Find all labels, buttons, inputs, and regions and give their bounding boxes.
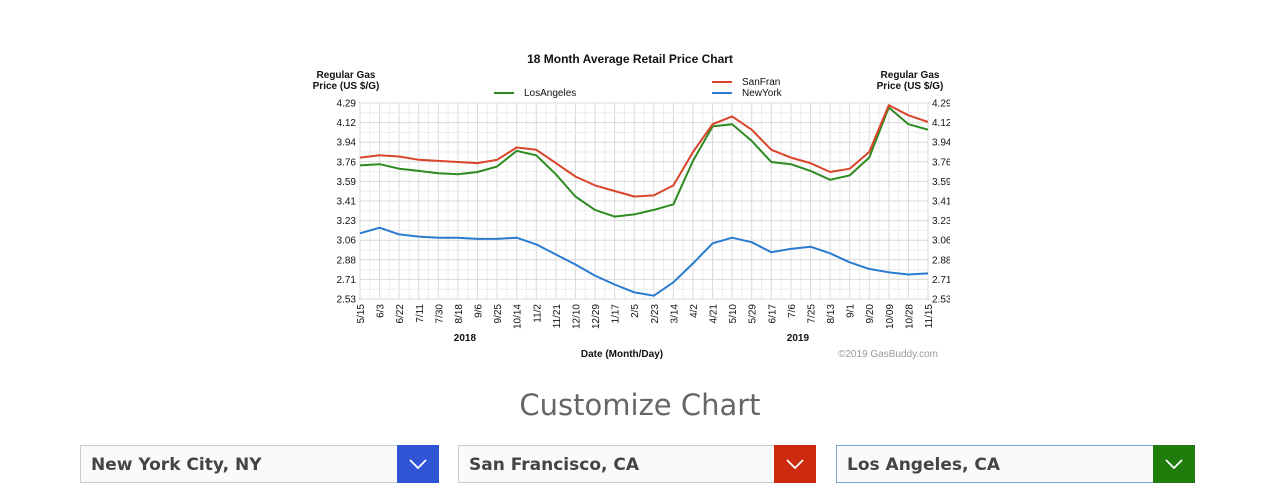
legend-entry: SanFran bbox=[742, 77, 780, 88]
x-tick-label: 12/29 bbox=[591, 304, 602, 329]
x-tick-label: 6/3 bbox=[376, 304, 387, 318]
x-tick-label: 9/20 bbox=[865, 304, 876, 324]
x-tick-label: 11/21 bbox=[552, 304, 563, 329]
price-chart-svg: 18 Month Average Retail Price Chart Regu… bbox=[313, 52, 950, 360]
y-tick-label: 3.06 bbox=[337, 236, 357, 247]
dropdown-button[interactable] bbox=[1153, 445, 1195, 483]
x-tick-label: 5/15 bbox=[356, 304, 367, 324]
y-tick-label: 3.59 bbox=[337, 177, 357, 188]
y-tick-label: 3.41 bbox=[337, 197, 357, 208]
x-tick-label: 1/17 bbox=[611, 304, 622, 324]
x-tick-label: 2/23 bbox=[650, 304, 661, 324]
y-tick-label: 3.94 bbox=[337, 138, 357, 149]
y-tick-label: 2.53 bbox=[932, 295, 950, 306]
series-line-sanfran bbox=[359, 104, 929, 198]
x-tick-label: 9/1 bbox=[846, 304, 857, 318]
city-select-san-francisco[interactable]: San Francisco, CA bbox=[458, 445, 816, 483]
y-tick-label: 2.88 bbox=[337, 255, 357, 266]
chart-grid bbox=[359, 102, 929, 300]
chevron-down-icon bbox=[1165, 459, 1183, 470]
x-tick-label: 10/14 bbox=[513, 304, 524, 329]
x-tick-label: 5/29 bbox=[748, 304, 759, 324]
x-tick-label: 7/25 bbox=[806, 304, 817, 324]
chevron-down-icon bbox=[786, 459, 804, 470]
customize-chart-title: Customize Chart bbox=[519, 388, 761, 422]
y-axis-label-line: Price (US $/G) bbox=[877, 81, 944, 92]
y-axis-label-line: Price (US $/G) bbox=[313, 81, 380, 92]
x-tick-label: 2/5 bbox=[630, 304, 641, 318]
chart-title: 18 Month Average Retail Price Chart bbox=[527, 52, 733, 66]
x-axis-label: Date (Month/Day) bbox=[581, 349, 663, 360]
chart-series bbox=[359, 104, 929, 297]
y-axis-label-line: Regular Gas bbox=[881, 70, 940, 81]
city-select-los-angeles[interactable]: Los Angeles, CA bbox=[836, 445, 1195, 483]
x-tick-label: 11/15 bbox=[924, 304, 935, 329]
x-tick-label: 7/11 bbox=[415, 304, 426, 323]
x-tick-label: 4/21 bbox=[709, 304, 720, 324]
y-axis-label-line: Regular Gas bbox=[317, 70, 376, 81]
dropdown-button[interactable] bbox=[774, 445, 816, 483]
y-tick-label: 4.12 bbox=[932, 118, 950, 129]
x-tick-label: 6/17 bbox=[767, 304, 778, 324]
y-tick-label: 3.76 bbox=[932, 157, 950, 168]
y-tick-label: 2.71 bbox=[932, 275, 950, 286]
y-ticks-left: 4.29 4.12 3.94 3.76 3.59 3.41 3.23 3.06 2.88 2.71… bbox=[337, 99, 357, 306]
city-select-label: New York City, NY bbox=[91, 455, 262, 475]
y-tick-label: 3.23 bbox=[932, 216, 950, 227]
city-select-label: San Francisco, CA bbox=[469, 455, 640, 475]
x-tick-label: 7/6 bbox=[787, 304, 798, 318]
y-tick-label: 3.59 bbox=[932, 177, 950, 188]
x-tick-label: 11/2 bbox=[532, 304, 543, 323]
x-tick-label: 4/2 bbox=[689, 304, 700, 318]
x-tick-label: 8/13 bbox=[826, 304, 837, 324]
x-tick-label: 10/28 bbox=[904, 304, 915, 329]
chevron-down-icon bbox=[409, 459, 427, 470]
year-labels: 2018 2019 bbox=[454, 333, 810, 344]
x-tick-label: 10/09 bbox=[885, 304, 896, 329]
price-chart: 18 Month Average Retail Price Chart Regu… bbox=[310, 46, 950, 364]
dropdown-button[interactable] bbox=[397, 445, 439, 483]
y-tick-label: 4.29 bbox=[337, 99, 357, 110]
x-tick-label: 12/10 bbox=[571, 304, 582, 329]
x-tick-label: 9/25 bbox=[493, 304, 504, 324]
x-tick-label: 5/10 bbox=[728, 304, 739, 324]
y-tick-label: 3.76 bbox=[337, 157, 357, 168]
y-tick-label: 2.88 bbox=[932, 255, 950, 266]
chart-legend: SanFran LosAngeles NewYork bbox=[494, 77, 783, 99]
x-tick-label: 6/22 bbox=[395, 304, 406, 324]
legend-entry: NewYork bbox=[742, 88, 783, 99]
year-label: 2019 bbox=[787, 333, 810, 344]
legend-entry: LosAngeles bbox=[524, 88, 576, 99]
y-tick-label: 3.94 bbox=[932, 138, 950, 149]
series-line-losangeles bbox=[359, 106, 929, 218]
city-select-new-york[interactable]: New York City, NY bbox=[80, 445, 439, 483]
x-tick-label: 3/14 bbox=[669, 304, 680, 324]
x-ticks: 5/15 6/3 6/22 7/11 7/30 8/18 9/6 9/25 10/14 11/2 1… bbox=[356, 304, 935, 329]
x-tick-label: 8/18 bbox=[454, 304, 465, 324]
year-label: 2018 bbox=[454, 333, 477, 344]
series-line-newyork bbox=[359, 226, 929, 297]
y-tick-label: 2.71 bbox=[337, 275, 357, 286]
y-tick-label: 4.12 bbox=[337, 118, 357, 129]
y-tick-label: 4.29 bbox=[932, 99, 950, 110]
y-tick-label: 3.23 bbox=[337, 216, 357, 227]
city-select-label: Los Angeles, CA bbox=[847, 455, 1000, 475]
y-tick-label: 2.53 bbox=[337, 295, 357, 306]
copyright-text: ©2019 GasBuddy.com bbox=[838, 349, 938, 360]
x-tick-label: 7/30 bbox=[434, 304, 445, 324]
y-ticks-right: 4.29 4.12 3.94 3.76 3.59 3.41 3.23 3.06 2.88 2.71… bbox=[932, 99, 950, 306]
x-tick-label: 9/6 bbox=[474, 304, 485, 318]
y-tick-label: 3.06 bbox=[932, 236, 950, 247]
y-tick-label: 3.41 bbox=[932, 197, 950, 208]
